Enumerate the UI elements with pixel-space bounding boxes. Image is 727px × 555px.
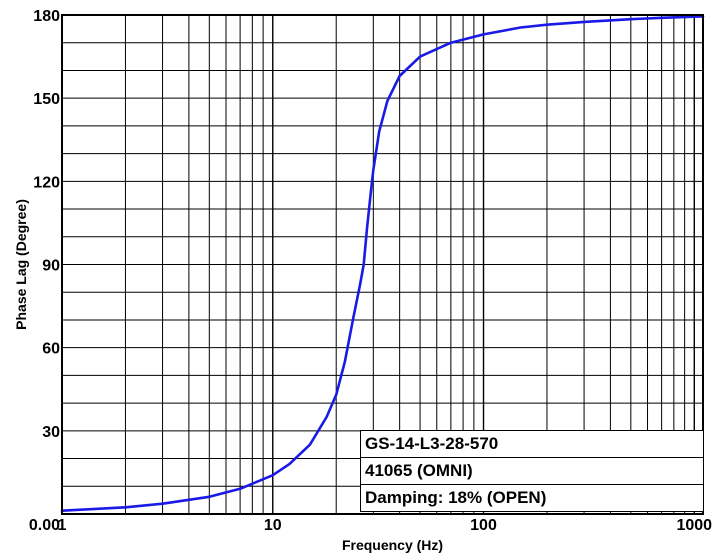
legend-line-serial: 41065 (OMNI) [361,458,703,485]
x-tick-label: 1 [58,517,67,534]
x-tick-label: 1000 [676,517,712,534]
y-axis-title: Phase Lag (Degree) [13,199,29,330]
y-tick-label: 120 [33,174,60,191]
plot-frame [61,14,704,515]
legend-box: GS-14-L3-28-570 41065 (OMNI) Damping: 18… [360,430,704,512]
y-tick-label: 90 [42,258,60,275]
x-axis-title: Frequency (Hz) [342,537,443,553]
y-tick-label: 180 [33,8,60,25]
phase-lag-line [60,15,705,512]
x-tick-label: 100 [470,517,497,534]
y-tick-label: 0.00 [29,517,60,534]
legend-line-damping: Damping: 18% (OPEN) [365,488,547,507]
y-tick-label: 60 [42,341,60,358]
tick-labels: 1 10 100 1000 0.00 30 60 90 120 150 180 [29,8,712,534]
x-tick-label: 10 [264,517,282,534]
y-tick-label: 30 [42,424,60,441]
y-tick-label: 150 [33,91,60,108]
legend-line-model: GS-14-L3-28-570 [361,431,703,458]
